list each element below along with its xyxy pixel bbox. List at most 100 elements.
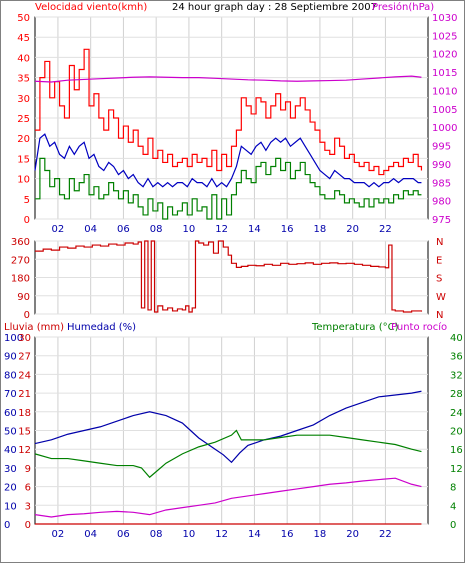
y-tick-label-pressure: 990 (432, 160, 451, 171)
y-tick-label-temperature: 32 (450, 370, 463, 381)
y-tick-label-pressure: 1010 (432, 86, 457, 97)
series-wind_avg (34, 133, 422, 188)
y-tick-label-rain: 15 (18, 427, 31, 438)
compass-label: S (436, 274, 442, 285)
compass-label: E (436, 255, 442, 266)
y-tick-label-humidity: 50 (4, 427, 17, 438)
y-tick-label-pressure: 1025 (432, 31, 457, 42)
y-tick-label-temperature: 8 (450, 483, 456, 494)
x-tick-label: 10 (183, 529, 196, 540)
series-temperature (34, 429, 422, 479)
y-tick-label-humidity: 40 (4, 445, 17, 456)
y-tick-label-rain: 6 (25, 483, 31, 494)
x-tick-label: 10 (183, 224, 196, 235)
y-tick-label-temperature: 36 (450, 352, 463, 363)
y-tick-label-humidity: 70 (4, 389, 17, 400)
x-tick-label: 20 (346, 224, 359, 235)
y-tick-label-temperature: 16 (450, 445, 463, 456)
y-tick-label-wind: 30 (17, 94, 30, 105)
y-tick-label-temperature: 4 (450, 501, 456, 512)
humidity-axis-title: Humedad (%) (67, 322, 136, 333)
dewpoint-axis-title: Punto rocío (391, 321, 447, 333)
rain-humidity-temperature-panel: 02 04 06 08 10 12 14 16 18 20 22010203040506070809… (4, 333, 463, 540)
y-tick-label-rain: 24 (18, 370, 31, 381)
y-tick-label-rain: 30 (18, 333, 31, 344)
temperature-axis-title: Temperatura (°C) (311, 322, 399, 333)
pressure-axis-title: Presión(hPa) (372, 1, 434, 13)
chart-title: 24 hour graph day : 28 Septiembre 2007 (172, 2, 377, 13)
x-tick-label: 04 (84, 224, 97, 235)
y-tick-label-temperature: 24 (450, 408, 463, 419)
series-direction (35, 240, 423, 313)
y-tick-label-wind: 25 (17, 114, 30, 125)
x-tick-label: 22 (379, 224, 392, 235)
y-tick-label-pressure: 995 (432, 142, 451, 153)
y-tick-label-humidity: 20 (4, 483, 17, 494)
y-tick-label-wind: 45 (17, 33, 30, 44)
rain-axis-title: Lluvia (mm) (4, 322, 64, 333)
y-tick-label-humidity: 100 (4, 333, 23, 344)
x-tick-label: 20 (346, 529, 359, 540)
y-tick-label-temperature: 12 (450, 464, 463, 475)
y-tick-label-humidity: 30 (4, 464, 17, 475)
y-tick-label-direction: 180 (11, 274, 30, 285)
compass-label: N (436, 310, 443, 321)
y-tick-label-rain: 0 (25, 520, 31, 531)
wind-pressure-panel: 02 04 06 08 10 12 14 16 18 20 22051015202530354045… (17, 13, 457, 235)
compass-label: W (436, 292, 446, 303)
y-tick-label-wind: 20 (17, 134, 30, 145)
y-tick-label-wind: 15 (17, 154, 30, 165)
y-tick-label-direction: 360 (11, 237, 30, 248)
y-tick-label-direction: 0 (24, 310, 30, 321)
y-tick-label-direction: 270 (11, 255, 30, 266)
y-tick-label-temperature: 28 (450, 389, 463, 400)
wind-axis-title: Velocidad viento(kmh) (35, 2, 147, 13)
y-tick-label-pressure: 1005 (432, 105, 457, 116)
x-tick-label: 08 (150, 224, 163, 235)
y-tick-label-rain: 9 (25, 464, 31, 475)
y-tick-label-humidity: 60 (4, 408, 17, 419)
x-tick-label: 18 (314, 224, 327, 235)
y-tick-label-direction: 90 (17, 292, 30, 303)
x-tick-label: 02 (52, 529, 65, 540)
x-tick-label: 06 (117, 224, 130, 235)
x-tick-label: 04 (84, 529, 97, 540)
y-tick-label-wind: 5 (24, 195, 30, 206)
x-tick-label: 18 (314, 529, 327, 540)
y-tick-label-rain: 21 (18, 389, 31, 400)
series-dewpoint (34, 477, 422, 518)
x-tick-label: 08 (150, 529, 163, 540)
x-tick-label: 02 (52, 224, 65, 235)
y-tick-label-temperature: 20 (450, 427, 463, 438)
y-tick-label-rain: 18 (18, 408, 31, 419)
y-tick-label-pressure: 980 (432, 197, 451, 208)
compass-label: N (436, 237, 443, 248)
series-wind_min (35, 157, 422, 220)
y-tick-label-rain: 3 (25, 501, 31, 512)
y-tick-label-rain: 27 (18, 352, 31, 363)
y-tick-label-wind: 10 (17, 175, 30, 186)
x-tick-label: 16 (281, 529, 294, 540)
y-tick-label-humidity: 10 (4, 501, 17, 512)
x-tick-label: 06 (117, 529, 130, 540)
series-pressure (34, 75, 422, 83)
y-tick-label-pressure: 985 (432, 178, 451, 189)
y-tick-label-wind: 50 (17, 13, 30, 24)
series-wind_max (35, 48, 423, 176)
x-tick-label: 14 (248, 224, 261, 235)
series-humidity (34, 390, 422, 464)
y-tick-label-wind: 0 (24, 215, 30, 226)
x-tick-label: 12 (215, 529, 228, 540)
y-tick-label-humidity: 80 (4, 370, 17, 381)
y-tick-label-wind: 35 (17, 74, 30, 85)
x-tick-label: 14 (248, 529, 261, 540)
y-tick-label-pressure: 1000 (432, 123, 457, 134)
y-tick-label-pressure: 1015 (432, 68, 457, 79)
y-tick-label-pressure: 1030 (432, 13, 457, 24)
y-tick-label-humidity: 0 (4, 520, 10, 531)
y-tick-label-pressure: 1020 (432, 50, 457, 61)
y-tick-label-pressure: 975 (432, 215, 451, 226)
x-tick-label: 12 (215, 224, 228, 235)
